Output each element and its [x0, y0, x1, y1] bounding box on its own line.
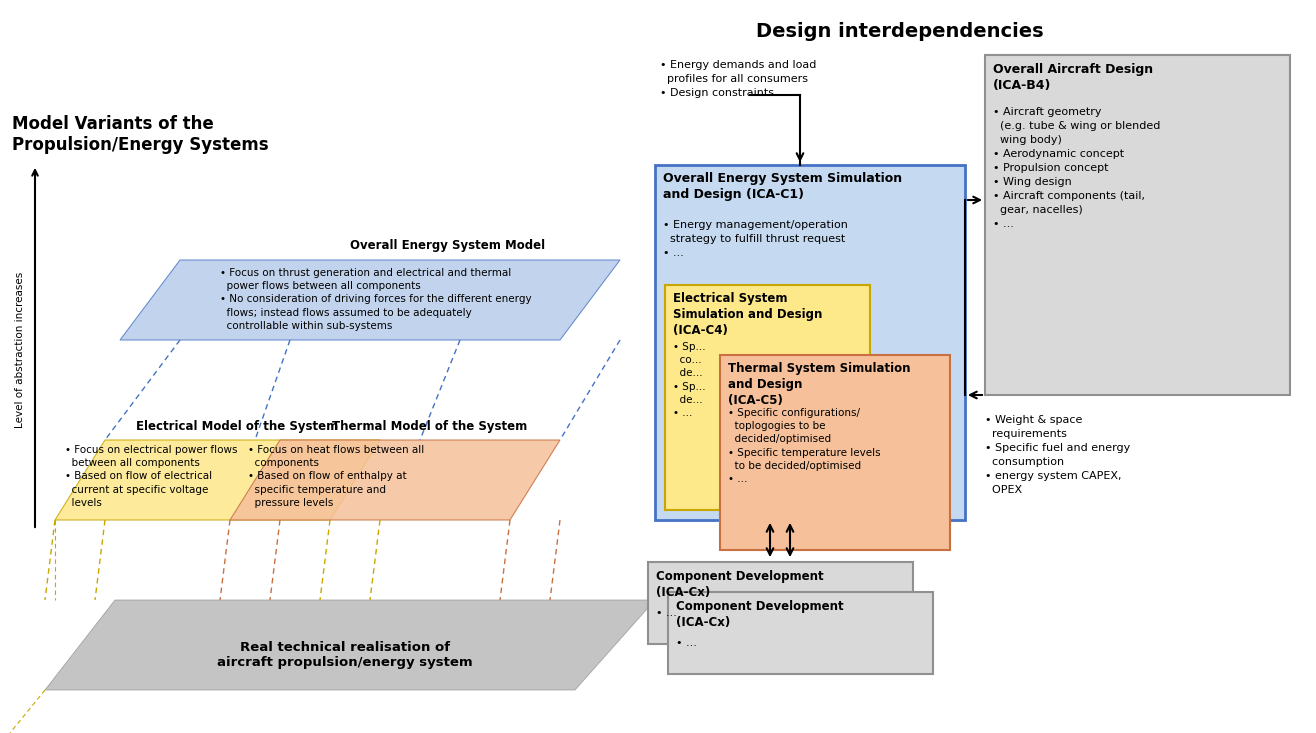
Text: • Sp...
  co...
  de...
• Sp...
  de...
• ...: • Sp... co... de... • Sp... de... • ... — [672, 342, 705, 418]
Bar — [720, 355, 950, 550]
Bar — [984, 55, 1290, 395]
Bar — [647, 562, 913, 644]
Text: • ...: • ... — [655, 608, 676, 618]
Text: • Focus on heat flows between all
  components
• Based on flow of enthalpy at
  : • Focus on heat flows between all compon… — [247, 445, 424, 508]
Text: Overall Aircraft Design
(ICA-B4): Overall Aircraft Design (ICA-B4) — [994, 63, 1153, 92]
Bar — [665, 285, 870, 510]
Text: Model Variants of the
Propulsion/Energy Systems: Model Variants of the Propulsion/Energy … — [12, 115, 268, 154]
Text: Real technical realisation of
aircraft propulsion/energy system: Real technical realisation of aircraft p… — [217, 641, 472, 669]
Text: Component Development
(ICA-Cx): Component Development (ICA-Cx) — [676, 600, 844, 629]
Text: Overall Energy System Simulation
and Design (ICA-C1): Overall Energy System Simulation and Des… — [663, 172, 903, 201]
Text: • Specific configurations/
  toplogogies to be
  decided/optimised
• Specific te: • Specific configurations/ toplogogies t… — [728, 408, 880, 484]
Bar — [669, 592, 933, 674]
Text: Electrical Model of the System: Electrical Model of the System — [136, 420, 338, 433]
Text: Thermal Model of the System: Thermal Model of the System — [333, 420, 528, 433]
Polygon shape — [120, 260, 620, 340]
Bar — [655, 165, 965, 520]
Text: • Focus on thrust generation and electrical and thermal
  power flows between al: • Focus on thrust generation and electri… — [220, 268, 532, 331]
Text: Component Development
(ICA-Cx): Component Development (ICA-Cx) — [655, 570, 824, 599]
Text: • Focus on electrical power flows
  between all components
• Based on flow of el: • Focus on electrical power flows betwee… — [64, 445, 237, 508]
Polygon shape — [230, 440, 561, 520]
Text: Electrical System
Simulation and Design
(ICA-C4): Electrical System Simulation and Design … — [672, 292, 822, 337]
Polygon shape — [55, 440, 380, 520]
Text: Thermal System Simulation
and Design
(ICA-C5): Thermal System Simulation and Design (IC… — [728, 362, 911, 407]
Text: • Weight & space
  requirements
• Specific fuel and energy
  consumption
• energ: • Weight & space requirements • Specific… — [984, 415, 1130, 495]
Text: • ...: • ... — [676, 638, 697, 648]
Text: Overall Energy System Model: Overall Energy System Model — [350, 239, 545, 252]
Text: Level of abstraction increases: Level of abstraction increases — [14, 272, 25, 428]
Polygon shape — [45, 600, 655, 690]
Text: • Energy management/operation
  strategy to fulfill thrust request
• ...: • Energy management/operation strategy t… — [663, 220, 848, 258]
Text: • Energy demands and load
  profiles for all consumers
• Design constraints: • Energy demands and load profiles for a… — [661, 60, 816, 98]
Text: • Aircraft geometry
  (e.g. tube & wing or blended
  wing body)
• Aerodynamic co: • Aircraft geometry (e.g. tube & wing or… — [994, 107, 1161, 229]
Text: Design interdependencies: Design interdependencies — [757, 22, 1044, 41]
